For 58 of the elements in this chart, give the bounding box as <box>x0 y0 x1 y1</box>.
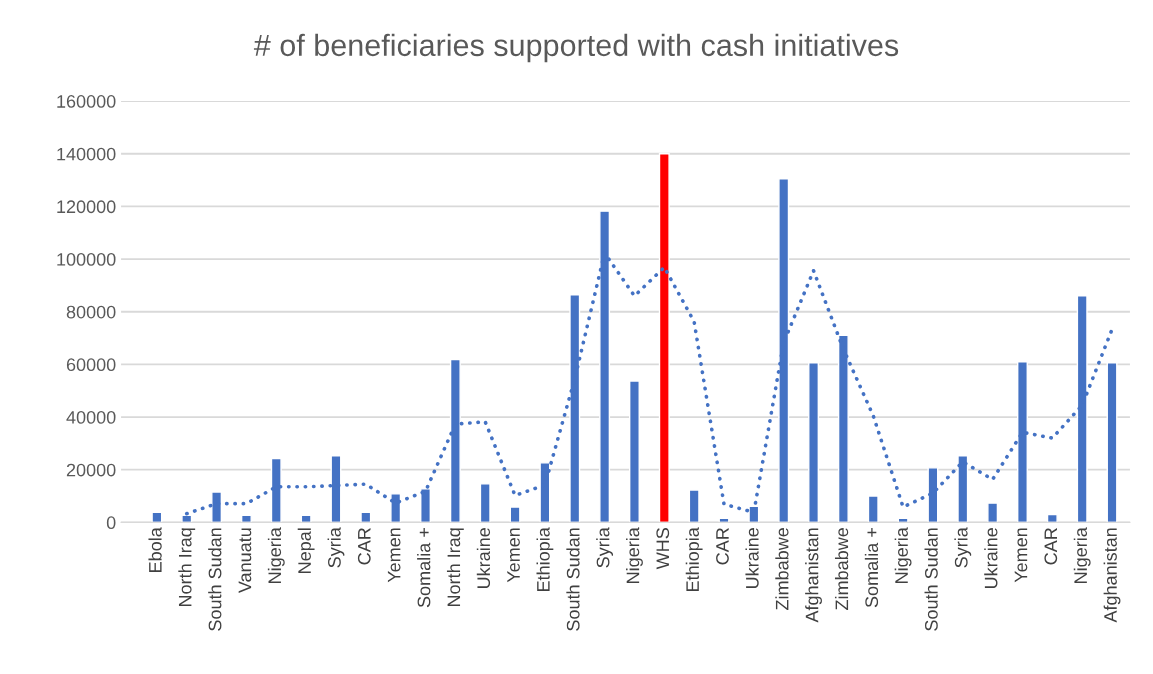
x-tick-label: Zimbabwe <box>834 528 849 610</box>
bar <box>300 514 312 523</box>
x-tick-label: Zimbabwe <box>775 528 789 610</box>
x-tick-label: Ukraine <box>984 528 998 589</box>
x-tick-label: Vanuatu <box>238 528 252 594</box>
x-tick-label: North Iraq <box>178 528 196 606</box>
bar <box>987 502 999 523</box>
x-tick-label: Yemen <box>507 528 520 583</box>
x-tick-label: Ukraine <box>745 528 759 589</box>
bar <box>688 489 700 523</box>
bar <box>628 380 640 523</box>
x-tick-label: CAR <box>716 528 729 565</box>
bar <box>1106 362 1118 523</box>
bar <box>360 511 372 523</box>
y-tick-label: 60000 <box>66 358 116 372</box>
x-tick-label: Nigeria <box>1073 527 1091 583</box>
x-tick-label: Syria <box>596 527 614 568</box>
x-tick-label: Syria <box>327 527 345 568</box>
x-tick-label: Ebola <box>148 527 162 572</box>
x-tick-label: Yemen <box>1014 528 1028 583</box>
x-tick-label: Somalia + <box>864 528 879 608</box>
bar <box>658 153 670 523</box>
x-tick-label: Afghanistan <box>805 528 822 623</box>
x-tick-label: North Iraq <box>446 528 464 606</box>
y-tick-label: 120000 <box>57 200 116 214</box>
x-tick-label: South Sudan <box>924 528 938 631</box>
y-tick-label: 160000 <box>57 95 116 108</box>
bar <box>1046 513 1058 523</box>
y-tick-label: 100000 <box>57 253 116 266</box>
chart-title: # of beneficiaries supported with cash initiatives <box>253 33 899 63</box>
bar <box>479 483 491 523</box>
x-tick-label: Yemen <box>387 528 401 583</box>
y-tick-label: 140000 <box>57 147 116 161</box>
x-tick-label: Ethiopia <box>536 527 554 591</box>
bar <box>867 495 879 523</box>
x-tick-label: South Sudan <box>208 528 222 631</box>
x-tick-label: South Sudan <box>566 528 580 631</box>
x-tick-label: Nigeria <box>267 527 285 583</box>
x-tick-label: Nigeria <box>894 527 912 583</box>
bar <box>808 362 820 523</box>
bar <box>509 506 521 523</box>
bar <box>151 511 163 523</box>
bar <box>897 517 909 523</box>
x-tick-label: Syria <box>954 527 972 568</box>
y-tick-label: 40000 <box>66 410 116 424</box>
bar <box>240 514 252 523</box>
y-tick-label: 80000 <box>66 305 116 319</box>
x-tick-label: CAR <box>1044 528 1058 565</box>
x-tick-label: Somalia + <box>417 528 431 608</box>
y-tick-label: 0 <box>106 516 116 530</box>
x-tick-label: Nepal <box>297 528 315 573</box>
x-tick-label: WHS <box>656 528 670 570</box>
y-tick-label: 20000 <box>66 463 116 477</box>
x-tick-label: Ukraine <box>476 528 491 589</box>
x-tick-label: Afghanistan <box>1103 528 1121 623</box>
x-tick-label: CAR <box>357 528 371 565</box>
x-tick-label: Ethiopia <box>685 527 703 591</box>
x-tick-label: Nigeria <box>626 527 643 583</box>
